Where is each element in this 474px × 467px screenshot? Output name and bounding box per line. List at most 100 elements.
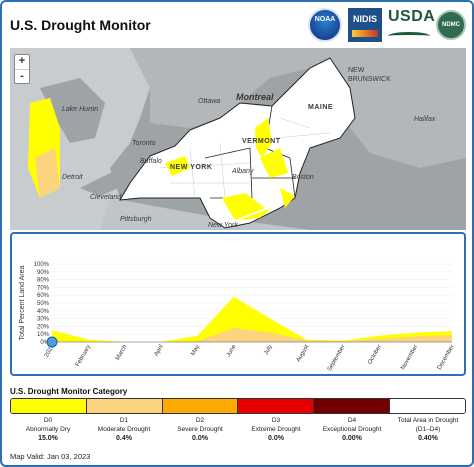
legend-swatch-d1[interactable] <box>85 399 162 413</box>
x-tick-label: May <box>190 344 201 357</box>
series-area-d1 <box>52 327 452 342</box>
map-label-new-york: NEW YORK <box>170 164 213 171</box>
x-tick-label: February <box>75 344 92 368</box>
map-label-detroit: Detroit <box>62 174 83 181</box>
lake-huron <box>40 78 105 143</box>
legend-code: D3 <box>271 417 281 424</box>
x-tick-label: November <box>400 344 419 371</box>
x-tick-label: June <box>226 343 238 358</box>
map-label-vermont: VERMONT <box>242 138 281 145</box>
x-tick-label: July <box>263 344 274 356</box>
legend-label-d2: D2 Severe Drought 0.0% <box>162 416 238 443</box>
legend-value: 0.4% <box>116 435 132 442</box>
y-tick-label: 70% <box>37 285 50 291</box>
noaa-logo[interactable]: NOAA <box>308 8 342 42</box>
usda-logo[interactable]: USDA <box>388 8 436 42</box>
legend-code: D4 <box>347 417 357 424</box>
legend-value: 15.0% <box>38 435 58 442</box>
y-tick-label: 100% <box>34 262 50 268</box>
x-tick-label: March <box>115 344 129 361</box>
region-d0-ny <box>165 156 190 176</box>
legend-label-d1: D1 Moderate Drought 0.4% <box>86 416 162 443</box>
map-canvas <box>10 48 466 230</box>
legend-swatch-d2[interactable] <box>161 399 238 413</box>
map-label-buffalo: Buffalo <box>140 158 162 165</box>
map-label-lake-huron: Lake Huron <box>62 106 99 113</box>
legend-value: 0.0% <box>268 435 284 442</box>
map-label-albany: Albany <box>232 168 254 175</box>
y-axis-label: Total Percent Land Area <box>19 266 26 341</box>
legend-code: D0 <box>43 417 53 424</box>
region-d0-vt <box>255 118 272 158</box>
zoom-out-button[interactable]: - <box>15 69 29 83</box>
x-tick-label: September <box>327 344 347 372</box>
map-label-pittsburgh: Pittsburgh <box>120 216 152 223</box>
category-title: U.S. Drought Monitor Category <box>10 387 128 396</box>
y-tick-label: 90% <box>37 270 50 276</box>
y-tick-label: 40% <box>37 309 50 315</box>
legend-swatch-d4[interactable] <box>313 399 390 413</box>
legend-label-total: Total Area in Drought (D1–D4) 0.40% <box>390 416 466 443</box>
map-label-ottawa: Ottawa <box>198 98 221 105</box>
region-d0-li <box>238 208 272 220</box>
region-d0-ct <box>222 193 265 220</box>
legend-name: Abnormally Dry <box>25 426 71 433</box>
legend-name: Exceptional Drought <box>322 426 382 433</box>
x-tick-label: October <box>367 344 383 365</box>
region-d0-ma <box>280 188 295 208</box>
land-south <box>100 198 310 230</box>
chart-canvas: Total Percent Land Area 0% 10% 20%30% 40% 50%… <box>19 262 456 372</box>
y-tick-label: 50% <box>37 301 50 307</box>
current-date-marker[interactable] <box>46 336 58 348</box>
legend-swatch-total[interactable] <box>389 399 465 413</box>
usda-logo-text: USDA <box>388 8 436 25</box>
lake-ontario <box>125 140 175 156</box>
y-tick-label: 80% <box>37 278 50 284</box>
legend-code: D1 <box>119 417 129 424</box>
x-tick-label: August <box>296 344 311 363</box>
category-color-bar <box>10 398 466 414</box>
ndmc-logo-text: NDMC <box>442 22 460 28</box>
y-tick-label: 60% <box>37 293 50 299</box>
y-tick-label: 30% <box>37 317 50 323</box>
x-tick-label: December <box>437 344 456 371</box>
map-label-boston: Boston <box>292 174 314 181</box>
legend-name: Extreme Drought <box>251 426 301 433</box>
county-lines <box>159 117 331 199</box>
y-tick-label: 20% <box>37 324 50 330</box>
region-d0-nh <box>260 148 288 178</box>
legend-code: D2 <box>195 417 205 424</box>
zoom-control: + - <box>14 54 30 84</box>
legend-name: Moderate Drought <box>97 426 151 433</box>
land-canada-east <box>340 68 466 168</box>
nidis-logo-text: NIDIS <box>352 14 377 24</box>
nidis-logo[interactable]: NIDIS <box>348 8 382 42</box>
legend-label-d4: D4 Exceptional Drought 0.00% <box>314 416 390 443</box>
map-label-new-brunswick: NEW BRUNSWICK <box>348 67 391 83</box>
logo-bar: NOAA NIDIS USDA NDMC <box>308 8 466 42</box>
y-tick-label: 0% <box>40 340 49 346</box>
page-title: U.S. Drought Monitor <box>10 17 151 33</box>
header: U.S. Drought Monitor NOAA NIDIS USDA NDM… <box>10 8 466 48</box>
ndmc-logo[interactable]: NDMC <box>436 10 466 40</box>
region-outline <box>119 57 356 229</box>
legend-value: 0.00% <box>342 435 362 442</box>
legend-label-d3: D3 Extreme Drought 0.0% <box>238 416 314 443</box>
legend-swatch-d3[interactable] <box>237 399 314 413</box>
series-area-d0 <box>52 296 452 342</box>
noaa-logo-text: NOAA <box>314 16 336 23</box>
zoom-in-button[interactable]: + <box>18 55 26 67</box>
legend-name: (D1–D4) <box>415 426 441 433</box>
map-label-montreal: Montreal <box>236 92 274 102</box>
map-label-maine: MAINE <box>308 104 334 111</box>
x-tick-label: April <box>154 344 165 357</box>
legend-value: 0.0% <box>192 435 208 442</box>
map-label-cleveland: Cleveland <box>90 194 122 201</box>
map-label-new-york-city: New York <box>208 222 238 229</box>
map-label-halifax: Halifax <box>414 116 436 123</box>
legend-code: Total Area in Drought <box>397 417 459 424</box>
legend-swatch-d0[interactable] <box>11 399 86 413</box>
michigan-d1 <box>35 148 60 198</box>
legend-name: Severe Drought <box>177 426 223 433</box>
drought-map[interactable]: + - Lake Huron Ottawa Montreal NEW BRUNS… <box>10 48 466 230</box>
